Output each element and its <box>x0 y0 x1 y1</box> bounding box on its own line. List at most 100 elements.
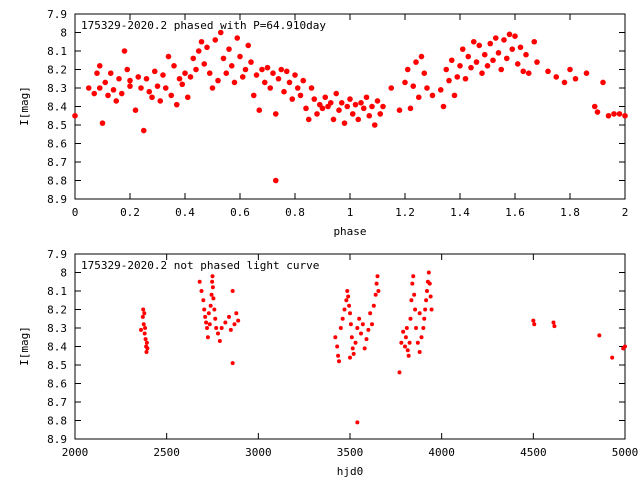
unphased-data-point <box>414 326 418 330</box>
unphased-data-point <box>348 311 352 316</box>
unphased-y-tick-label: 8.3 <box>47 322 67 335</box>
unphased-data-point <box>202 307 207 312</box>
phased-data-point <box>451 92 458 99</box>
unphased-data-point <box>223 320 228 325</box>
phased-data-point <box>437 87 444 93</box>
phased-data-point <box>187 74 194 80</box>
phased-data-point <box>253 72 260 78</box>
phased-data-point <box>330 116 337 123</box>
phased-data-point <box>531 38 538 45</box>
unphased-y-tick-label: 8.1 <box>47 285 67 298</box>
unphased-data-point <box>423 307 428 312</box>
phased-data-point <box>107 70 114 76</box>
phased-data-point <box>418 53 425 60</box>
phased-data-point <box>380 103 386 110</box>
phased-data-point <box>154 83 161 89</box>
unphased-data-point <box>428 294 433 299</box>
phased-data-point <box>462 75 469 82</box>
phased-data-point <box>99 120 106 126</box>
phased-data-point <box>611 111 617 117</box>
unphased-data-point <box>336 353 341 358</box>
phased-data-point <box>448 57 455 64</box>
phased-data-point <box>168 92 175 99</box>
phased-data-point <box>195 48 202 54</box>
phased-data-point <box>481 51 488 58</box>
unphased-data-point <box>360 322 365 327</box>
phased-data-point <box>517 44 524 51</box>
phased-y-tick-label: 8.1 <box>47 45 67 58</box>
unphased-data-point <box>427 281 432 286</box>
unphased-data-point <box>413 307 418 312</box>
phased-data-point <box>173 101 180 108</box>
phased-data-points <box>72 29 628 184</box>
unphased-data-point <box>236 318 241 323</box>
phased-data-point <box>281 88 287 95</box>
phased-data-point <box>352 101 359 108</box>
phased-data-point <box>248 59 254 65</box>
phased-data-point <box>190 55 197 62</box>
unphased-data-point <box>145 346 150 351</box>
phased-data-point <box>270 70 276 76</box>
phased-data-point <box>545 68 551 75</box>
unphased-x-tick-label: 3000 <box>245 446 272 459</box>
phased-data-point <box>498 66 505 73</box>
phased-data-point <box>96 63 103 69</box>
phased-data-point <box>492 35 499 41</box>
phased-data-point <box>275 75 282 82</box>
unphased-data-point <box>210 279 215 284</box>
phased-data-point <box>360 105 367 112</box>
unphased-data-point <box>232 322 237 327</box>
phased-data-point <box>311 96 318 102</box>
unphased-data-point <box>355 420 360 425</box>
unphased-data-point <box>357 316 362 321</box>
unphased-data-point <box>211 296 216 301</box>
phased-y-tick-label: 8.4 <box>47 101 67 114</box>
unphased-data-point <box>342 307 347 312</box>
unphased-data-point <box>551 320 556 325</box>
unphased-x-axis: 2000 2500 3000 3500 4000 4500 5000 <box>62 254 638 459</box>
phased-x-axis: 0 0.2 0.4 0.6 0.8 1 1.2 1.4 1.6 1.8 2 <box>72 14 629 219</box>
phased-data-point <box>297 92 304 99</box>
phased-data-point <box>165 53 172 60</box>
unphased-data-point <box>597 333 602 338</box>
unphased-data-point <box>214 326 219 330</box>
unphased-y-tick-label: 8.6 <box>47 378 67 391</box>
unphased-data-point <box>350 346 355 351</box>
unphased-data-point <box>348 322 353 327</box>
phased-chart-title: 175329-2020.2 phased with P=64.910day <box>81 19 326 32</box>
unphased-data-point <box>401 329 406 334</box>
phased-data-point <box>319 105 326 112</box>
unphased-data-point <box>143 337 148 342</box>
unphased-data-point <box>228 327 233 332</box>
unphased-x-tick-label: 4500 <box>520 446 547 459</box>
phased-data-point <box>264 64 271 71</box>
phased-y-tick-label: 8.7 <box>47 156 67 169</box>
phased-x-tick-label: 0.2 <box>120 206 140 219</box>
phased-x-tick-label: 1.2 <box>395 206 415 219</box>
unphased-data-point <box>375 274 380 279</box>
unphased-x-axis-label: hjd0 <box>337 465 364 478</box>
phased-x-tick-label: 0.8 <box>285 206 305 219</box>
phased-data-point <box>140 127 147 134</box>
unphased-data-point <box>141 322 146 327</box>
unphased-data-point <box>213 316 218 321</box>
phased-data-point <box>503 55 510 62</box>
phased-data-point <box>259 66 265 73</box>
phased-x-tick-label: 2 <box>622 206 629 219</box>
unphased-data-point <box>374 281 379 286</box>
phased-data-point <box>94 70 100 76</box>
phased-data-point <box>440 103 447 110</box>
unphased-data-point <box>405 348 410 353</box>
phased-data-point <box>204 44 210 51</box>
unphased-data-point <box>205 326 209 330</box>
unphased-y-tick-label: 8.7 <box>47 396 67 409</box>
unphased-data-point <box>406 353 411 358</box>
phased-data-point <box>402 79 408 86</box>
phased-data-point <box>424 85 430 91</box>
unphased-data-point <box>144 340 149 345</box>
phased-data-point <box>182 70 188 76</box>
unphased-data-point <box>425 289 429 293</box>
phased-data-point <box>215 77 221 84</box>
phased-data-point <box>344 103 351 110</box>
